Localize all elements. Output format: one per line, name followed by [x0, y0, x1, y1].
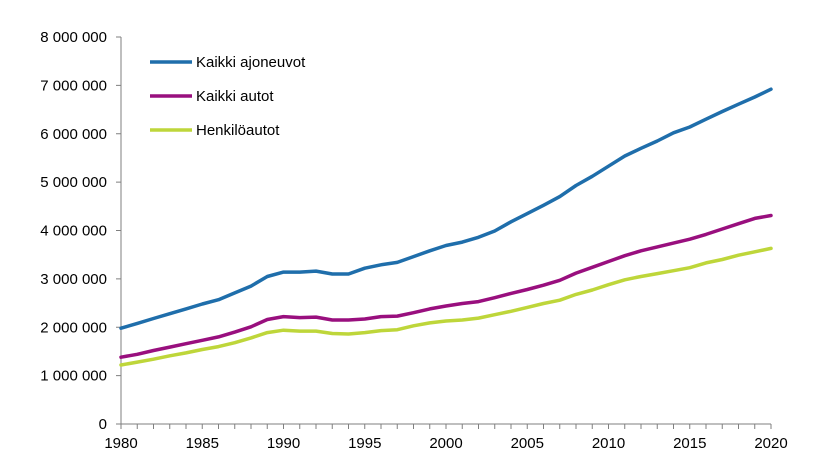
series-line-2	[119, 213, 773, 359]
legend-label: Kaikki ajoneuvot	[196, 54, 306, 71]
x-tick-label: 1990	[267, 435, 300, 452]
y-axis: 0 1 000 000 2 000 000 3 000 000 4 000 000 5 0…	[40, 29, 122, 433]
y-tick-label: 4 000 000	[40, 223, 107, 240]
legend-label: Henkilöautot	[196, 122, 280, 139]
y-tick-label: 2 000 000	[40, 319, 107, 336]
x-axis: 1980 1985 1990 1995 2000 2005 2010 2015 2020	[104, 423, 788, 452]
y-tick-label: 0	[99, 416, 107, 433]
y-tick-label: 6 000 000	[40, 126, 107, 143]
y-tick-label: 1 000 000	[40, 368, 107, 385]
x-tick-label: 2020	[754, 435, 787, 452]
series-layer	[119, 87, 773, 367]
legend-label: Kaikki autot	[196, 88, 274, 105]
x-tick-label: 2010	[592, 435, 625, 452]
x-tick-label: 1980	[104, 435, 137, 452]
x-tick-label: 2000	[429, 435, 462, 452]
series-line-1	[119, 87, 773, 330]
x-tick-label: 2015	[673, 435, 706, 452]
x-tick-label: 1995	[348, 435, 381, 452]
y-tick-label: 5 000 000	[40, 174, 107, 191]
y-tick-label: 7 000 000	[40, 77, 107, 94]
legend: Kaikki ajoneuvot Kaikki autot Henkilöautot	[138, 44, 344, 148]
series-line-3	[119, 246, 773, 367]
x-tick-label: 2005	[511, 435, 544, 452]
x-tick-label: 1985	[186, 435, 219, 452]
y-tick-label: 8 000 000	[40, 29, 107, 46]
y-tick-label: 3 000 000	[40, 271, 107, 288]
